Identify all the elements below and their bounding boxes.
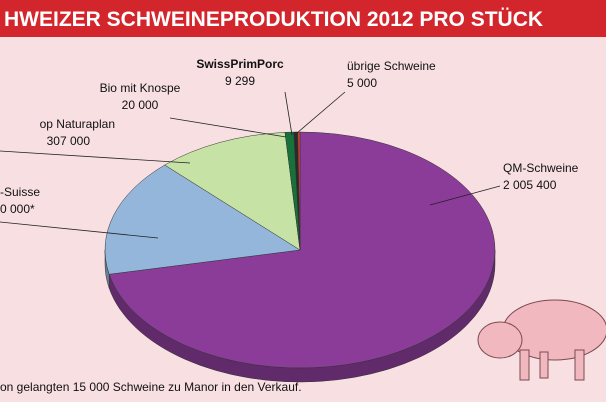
value-label: 5 000	[347, 76, 377, 90]
slice-label: -Suisse	[0, 185, 40, 199]
leader-line	[429, 185, 501, 206]
leader-line	[169, 117, 287, 138]
slice-label: Bio mit Knospe	[100, 81, 181, 95]
title-bar	[0, 0, 606, 37]
leader-line	[284, 91, 293, 136]
chart-title: HWEIZER SCHWEINEPRODUKTION 2012 PRO STÜC…	[4, 8, 543, 31]
slice-label: übrige Schweine	[347, 59, 436, 73]
slice-label: QM-Schweine	[503, 161, 579, 175]
value-label: 9 299	[225, 74, 255, 88]
slice-label: op Naturaplan	[40, 117, 115, 131]
value-label: 307 000	[47, 134, 91, 148]
pie-slice	[108, 131, 496, 369]
value-label: 20 000	[122, 98, 159, 112]
footnote: on gelangten 15 000 Schweine zu Manor in…	[0, 380, 302, 394]
leader-line	[296, 91, 346, 134]
pie-slice	[104, 164, 301, 275]
pig	[477, 299, 606, 381]
leader-line	[0, 221, 159, 239]
slice-label: SwissPrimPorc	[196, 57, 284, 71]
value-label: 2 005 400	[503, 178, 557, 192]
value-label: 0 000*	[0, 202, 35, 216]
leader-line	[0, 150, 191, 164]
